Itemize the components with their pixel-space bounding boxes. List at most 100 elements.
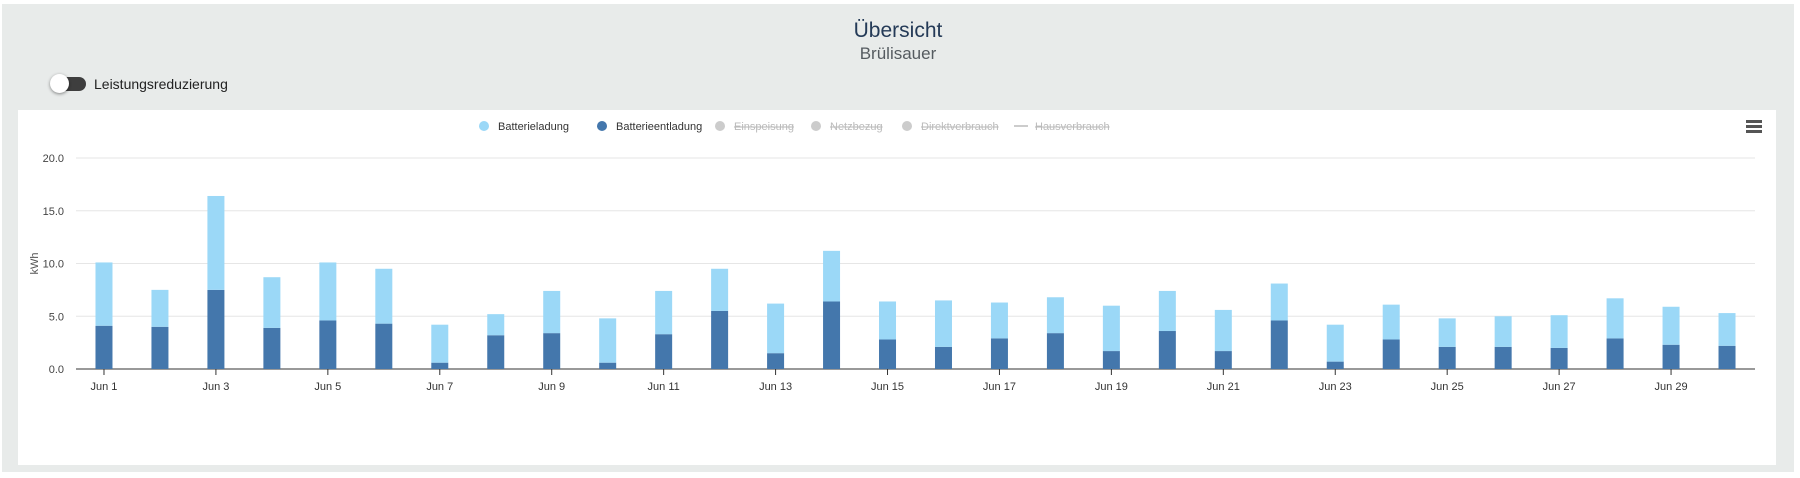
bar-batterieentladung[interactable] xyxy=(1494,346,1512,369)
x-tick-label: Jun 5 xyxy=(314,381,341,393)
legend-marker-dot[interactable] xyxy=(715,121,725,131)
bar-batterieentladung[interactable] xyxy=(319,320,337,369)
bar-batterieentladung[interactable] xyxy=(1046,333,1064,369)
legend-item-direktverbrauch[interactable]: Direktverbrauch xyxy=(921,121,999,133)
bar-batterieladung[interactable] xyxy=(879,301,897,340)
bar-batterieladung[interactable] xyxy=(151,289,169,327)
x-tick-label: Jun 25 xyxy=(1431,381,1464,393)
legend-item-batterieentladung[interactable]: Batterieentladung xyxy=(616,121,702,133)
overview-panel: Übersicht Brülisauer Leistungsreduzierun… xyxy=(2,4,1794,472)
legend-marker-dot[interactable] xyxy=(811,121,821,131)
x-tick-label: Jun 29 xyxy=(1655,381,1688,393)
toggle-label: Leistungsreduzierung xyxy=(94,76,228,92)
bar-batterieentladung[interactable] xyxy=(1158,331,1176,369)
bar-batterieladung[interactable] xyxy=(1214,309,1232,352)
bar-batterieentladung[interactable] xyxy=(711,310,729,369)
x-tick-label: Jun 17 xyxy=(983,381,1016,393)
legend-item-hausverbrauch[interactable]: Hausverbrauch xyxy=(1035,121,1110,133)
bar-batterieentladung[interactable] xyxy=(934,346,952,369)
bar-batterieladung[interactable] xyxy=(1662,306,1680,345)
bar-batterieentladung[interactable] xyxy=(1214,351,1232,369)
bar-batterieladung[interactable] xyxy=(487,314,505,336)
toggle-switch[interactable] xyxy=(50,74,86,93)
bar-batterieladung[interactable] xyxy=(263,277,281,328)
x-tick-label: Jun 7 xyxy=(426,381,453,393)
x-tick-label: Jun 11 xyxy=(648,381,680,393)
bar-batterieladung[interactable] xyxy=(934,300,952,347)
bar-batterieentladung[interactable] xyxy=(1550,347,1568,369)
legend-marker-dot[interactable] xyxy=(597,121,607,131)
bar-batterieladung[interactable] xyxy=(1326,324,1344,362)
bar-batterieladung[interactable] xyxy=(823,250,841,302)
bar-batterieentladung[interactable] xyxy=(990,338,1008,369)
x-tick-label: Jun 13 xyxy=(759,381,792,393)
bar-batterieladung[interactable] xyxy=(543,290,561,334)
bar-batterieentladung[interactable] xyxy=(1270,320,1288,369)
bar-batterieladung[interactable] xyxy=(599,318,617,363)
bar-batterieentladung[interactable] xyxy=(767,353,785,369)
bar-batterieladung[interactable] xyxy=(711,268,729,311)
bar-batterieladung[interactable] xyxy=(319,262,337,321)
y-tick-label: 15.0 xyxy=(43,206,64,218)
bar-batterieladung[interactable] xyxy=(207,195,225,290)
bar-batterieladung[interactable] xyxy=(95,262,113,326)
legend-marker-dot[interactable] xyxy=(479,121,489,131)
bar-batterieentladung[interactable] xyxy=(599,362,617,369)
bar-batterieladung[interactable] xyxy=(1382,304,1400,340)
energy-bar-chart: 0.0 5.0 10.0 15.0 20.0 kWh Jun 1 Jun 3 Jun 5 Jun … xyxy=(29,121,1755,393)
page-title: Übersicht xyxy=(853,19,943,42)
bar-batterieentladung[interactable] xyxy=(1718,345,1736,369)
x-tick-label: Jun 9 xyxy=(538,381,565,393)
toggle-knob[interactable] xyxy=(50,74,69,93)
bar-batterieentladung[interactable] xyxy=(1382,339,1400,369)
x-tick-label: Jun 21 xyxy=(1207,381,1240,393)
x-tick-label: Jun 15 xyxy=(871,381,904,393)
bar-batterieentladung[interactable] xyxy=(1326,361,1344,369)
bar-batterieladung[interactable] xyxy=(1494,316,1512,347)
bar-batterieladung[interactable] xyxy=(1046,297,1064,334)
x-tick-label: Jun 27 xyxy=(1543,381,1576,393)
y-tick-label: 0.0 xyxy=(49,364,64,376)
bar-batterieladung[interactable] xyxy=(1606,298,1624,339)
bar-batterieentladung[interactable] xyxy=(1438,346,1456,369)
bar-batterieentladung[interactable] xyxy=(431,362,449,369)
bar-batterieladung[interactable] xyxy=(655,290,673,335)
bar-batterieentladung[interactable] xyxy=(1662,344,1680,369)
bar-batterieladung[interactable] xyxy=(767,303,785,354)
legend-marker-dot[interactable] xyxy=(902,121,912,131)
bar-batterieentladung[interactable] xyxy=(1102,351,1120,369)
legend-item-batterieladung[interactable]: Batterieladung xyxy=(498,121,569,133)
power-reduction-toggle[interactable]: Leistungsreduzierung xyxy=(50,74,228,94)
bar-batterieladung[interactable] xyxy=(1158,290,1176,332)
bar-batterieladung[interactable] xyxy=(1718,313,1736,346)
x-tick-label: Jun 3 xyxy=(202,381,229,393)
x-tick-label: Jun 1 xyxy=(91,381,118,393)
bar-batterieentladung[interactable] xyxy=(95,325,113,369)
y-tick-label: 10.0 xyxy=(43,259,64,271)
bar-batterieladung[interactable] xyxy=(1438,318,1456,347)
bar-batterieladung[interactable] xyxy=(1270,283,1288,321)
y-tick-label: 5.0 xyxy=(49,311,64,323)
hamburger-menu-icon[interactable] xyxy=(1746,120,1762,133)
bar-batterieentladung[interactable] xyxy=(263,327,281,369)
bar-batterieentladung[interactable] xyxy=(655,334,673,369)
y-tick-label: 20.0 xyxy=(43,153,64,165)
bar-batterieladung[interactable] xyxy=(990,302,1008,339)
legend-item-einspeisung[interactable]: Einspeisung xyxy=(734,121,794,133)
bar-batterieentladung[interactable] xyxy=(879,339,897,369)
x-tick-label: Jun 23 xyxy=(1319,381,1352,393)
bar-batterieentladung[interactable] xyxy=(1606,338,1624,369)
bar-batterieentladung[interactable] xyxy=(207,289,225,369)
legend-item-netzbezug[interactable]: Netzbezug xyxy=(830,121,883,133)
bar-batterieentladung[interactable] xyxy=(151,326,169,369)
bar-batterieentladung[interactable] xyxy=(487,335,505,369)
bar-batterieladung[interactable] xyxy=(1550,315,1568,348)
chart-container: 0.0 5.0 10.0 15.0 20.0 kWh Jun 1 Jun 3 Jun 5 Jun … xyxy=(18,110,1776,465)
page-subtitle: Brülisauer xyxy=(859,44,937,63)
bar-batterieladung[interactable] xyxy=(431,324,449,363)
bar-batterieentladung[interactable] xyxy=(375,323,393,369)
bar-batterieentladung[interactable] xyxy=(543,333,561,369)
bar-batterieladung[interactable] xyxy=(375,268,393,324)
bar-batterieentladung[interactable] xyxy=(823,301,841,369)
bar-batterieladung[interactable] xyxy=(1102,305,1120,352)
